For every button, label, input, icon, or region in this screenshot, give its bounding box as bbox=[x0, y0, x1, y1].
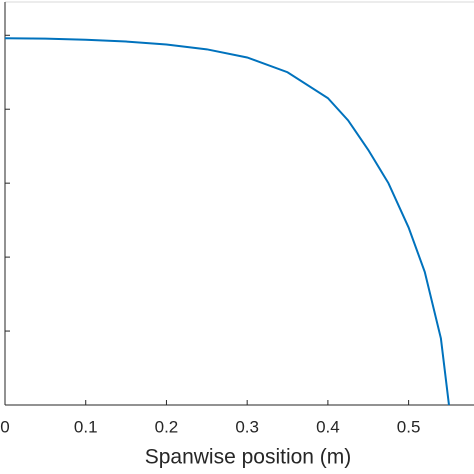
x-axis-label: Spanwise position (m) bbox=[145, 446, 352, 469]
data-line bbox=[4, 37, 450, 406]
x-tick-label: 0.1 bbox=[74, 417, 98, 436]
x-tick-label: 0 bbox=[0, 417, 9, 436]
x-tick-label: 0.5 bbox=[397, 417, 421, 436]
x-tick-label: 0.4 bbox=[316, 417, 340, 436]
x-tick-label: 0.2 bbox=[155, 417, 179, 436]
x-tick-label: 0.3 bbox=[235, 417, 259, 436]
